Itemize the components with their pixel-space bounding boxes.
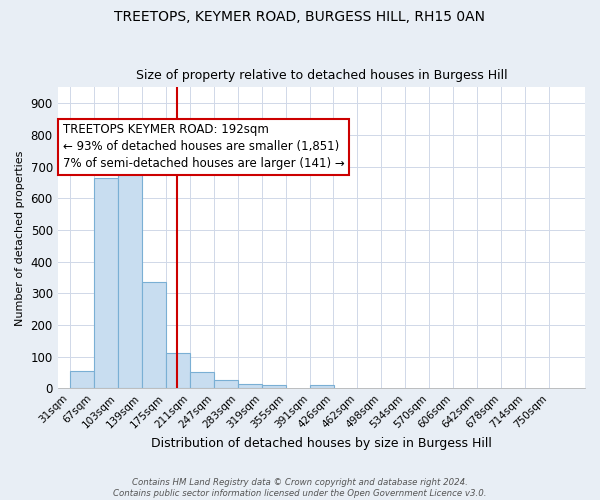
Bar <box>118 150 142 388</box>
Bar <box>238 384 262 388</box>
Bar <box>166 354 190 388</box>
Y-axis label: Number of detached properties: Number of detached properties <box>15 150 25 326</box>
Bar <box>214 380 238 388</box>
Text: TREETOPS, KEYMER ROAD, BURGESS HILL, RH15 0AN: TREETOPS, KEYMER ROAD, BURGESS HILL, RH1… <box>115 10 485 24</box>
Title: Size of property relative to detached houses in Burgess Hill: Size of property relative to detached ho… <box>136 69 507 82</box>
Bar <box>142 282 166 389</box>
Bar <box>262 385 286 388</box>
Bar <box>190 372 214 388</box>
Bar <box>310 385 334 388</box>
Text: Contains HM Land Registry data © Crown copyright and database right 2024.
Contai: Contains HM Land Registry data © Crown c… <box>113 478 487 498</box>
Text: TREETOPS KEYMER ROAD: 192sqm
← 93% of detached houses are smaller (1,851)
7% of : TREETOPS KEYMER ROAD: 192sqm ← 93% of de… <box>63 124 344 170</box>
X-axis label: Distribution of detached houses by size in Burgess Hill: Distribution of detached houses by size … <box>151 437 492 450</box>
Bar <box>94 178 118 388</box>
Bar <box>70 371 94 388</box>
